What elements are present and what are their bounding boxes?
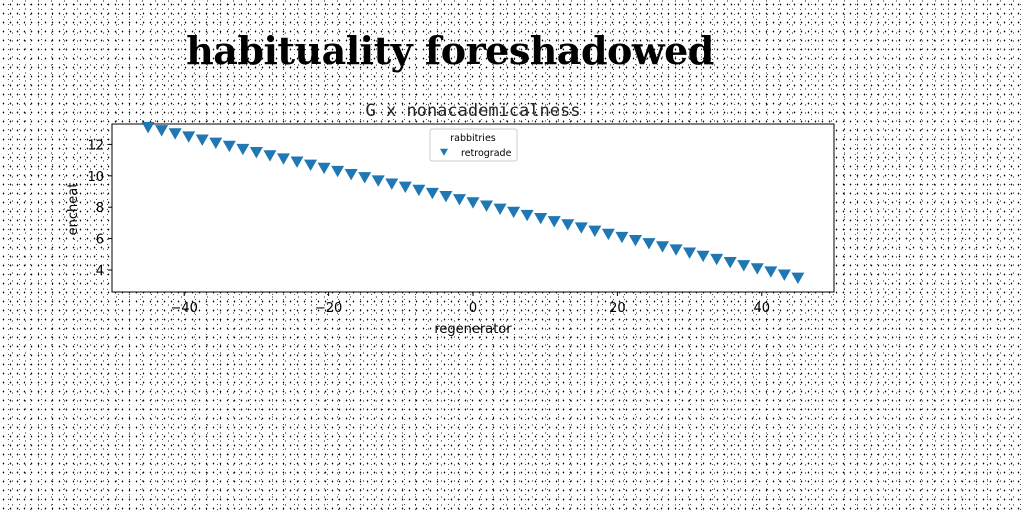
data-point: [683, 247, 697, 259]
data-point: [588, 225, 602, 237]
legend-marker-triangle-icon: [440, 148, 448, 156]
y-tick-label: 8: [96, 201, 104, 216]
data-point: [723, 256, 737, 269]
x-tick-label: −40: [170, 301, 197, 316]
data-point: [141, 121, 155, 134]
data-point: [276, 153, 290, 165]
data-point: [331, 165, 345, 178]
y-tick-label: 4: [96, 264, 104, 279]
x-tick-label: 0: [469, 301, 477, 316]
data-point: [777, 269, 791, 281]
series-retrograde: [141, 121, 805, 285]
data-point: [168, 128, 182, 140]
legend-box: [429, 128, 518, 162]
data-point: [507, 206, 521, 219]
x-tick-label: −20: [315, 301, 342, 316]
data-point: [750, 263, 764, 275]
data-point: [249, 147, 263, 159]
data-point: [412, 184, 426, 197]
data-point: [371, 175, 385, 187]
data-point: [290, 156, 304, 168]
data-point: [791, 272, 805, 285]
data-point: [534, 213, 548, 225]
data-point: [737, 260, 751, 272]
data-point: [574, 222, 588, 234]
data-point: [425, 187, 439, 200]
data-point: [615, 231, 629, 244]
data-point: [493, 203, 507, 215]
x-tick-label: 40: [754, 301, 771, 316]
data-point: [195, 134, 209, 146]
x-axis: −40 −20 0 20 40: [170, 292, 770, 316]
data-point: [601, 228, 615, 241]
data-point: [452, 194, 466, 206]
data-point: [669, 244, 683, 256]
y-axis-label: encheat: [66, 183, 81, 236]
data-point: [182, 131, 196, 143]
data-point: [222, 140, 236, 153]
legend: rabbitries retrograde: [429, 128, 518, 162]
y-tick-label: 12: [87, 138, 104, 153]
data-point: [547, 216, 561, 228]
data-point: [642, 238, 656, 250]
data-point: [304, 159, 318, 171]
data-point: [263, 150, 277, 162]
x-tick-label: 20: [609, 301, 626, 316]
data-point: [439, 191, 453, 203]
data-point: [209, 137, 223, 150]
x-axis-label: regenerator: [434, 322, 512, 337]
data-point: [317, 162, 331, 175]
legend-entry-label: retrograde: [461, 148, 512, 159]
y-axis: 4 6 8 10 12: [87, 138, 112, 279]
data-point: [710, 253, 724, 266]
data-point: [656, 241, 670, 253]
data-point: [344, 169, 358, 181]
data-point: [628, 234, 642, 247]
data-point: [466, 197, 480, 209]
data-point: [480, 200, 494, 212]
page-title: habituality foreshadowed: [186, 28, 714, 73]
y-tick-label: 6: [96, 233, 104, 248]
data-point: [236, 143, 250, 156]
data-point: [520, 209, 534, 222]
data-point: [764, 266, 778, 278]
data-point: [398, 181, 412, 193]
data-point: [561, 219, 575, 231]
data-point: [696, 250, 710, 263]
y-tick-label: 10: [87, 170, 104, 185]
data-point: [155, 125, 169, 137]
legend-title: rabbitries: [450, 133, 496, 144]
data-point: [358, 172, 372, 184]
chart-title: G x nonacademicalness: [366, 101, 581, 121]
data-point: [385, 178, 399, 190]
